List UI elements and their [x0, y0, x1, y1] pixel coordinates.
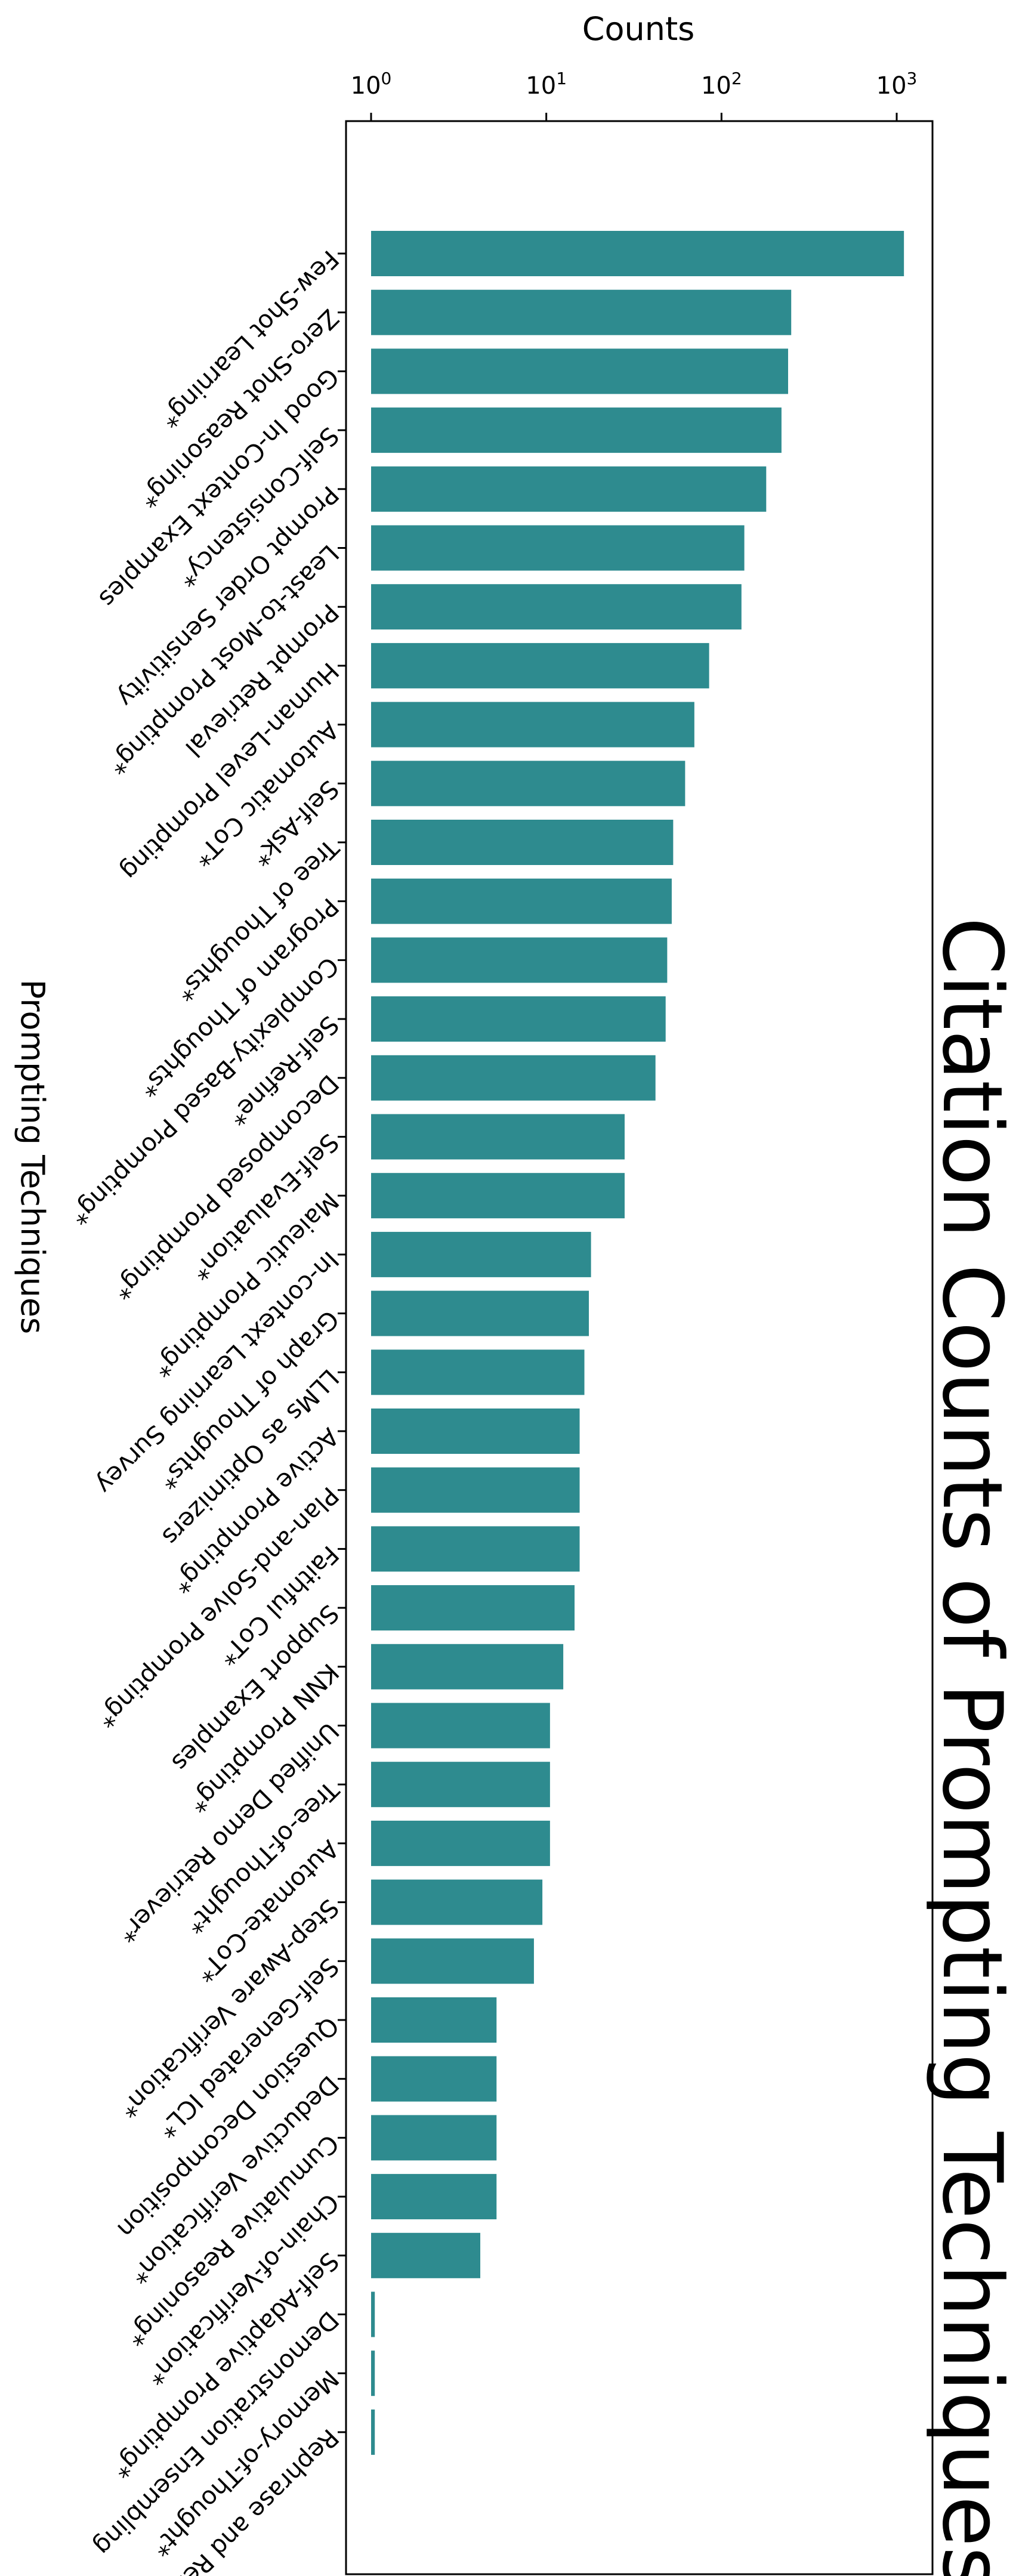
bar	[370, 289, 792, 335]
bar	[371, 1055, 656, 1101]
bar	[371, 996, 666, 1042]
bar	[370, 1997, 497, 2043]
count-tick-label: 103	[876, 69, 918, 100]
bar	[371, 1644, 564, 1689]
bar	[371, 584, 742, 630]
bar	[371, 878, 672, 924]
bar	[370, 2056, 497, 2102]
count-tick-label: 101	[526, 69, 567, 100]
count-tick-label: 100	[351, 69, 392, 100]
bar	[370, 1114, 625, 1160]
bar	[370, 2232, 481, 2278]
bar	[370, 1173, 625, 1219]
bar	[370, 1938, 534, 1984]
bar	[371, 1820, 550, 1866]
bar	[371, 2409, 375, 2455]
bar	[371, 1762, 550, 1808]
bar	[370, 2174, 497, 2220]
bar	[371, 2350, 375, 2396]
bar	[371, 466, 767, 512]
chart-title: Citation Counts of Prompting Techniques	[924, 917, 1019, 2576]
bar	[371, 2291, 375, 2337]
bar	[371, 1467, 580, 1513]
bar	[371, 231, 904, 276]
bar	[371, 1703, 550, 1749]
bar	[370, 525, 745, 571]
bar	[370, 1349, 585, 1395]
bar	[370, 2115, 497, 2161]
y-axis-label: Prompting Techniques	[14, 980, 51, 1334]
bar	[371, 937, 668, 983]
bar	[370, 1290, 589, 1336]
x-axis-label: Counts	[582, 10, 695, 48]
bar	[371, 1409, 580, 1454]
bar	[371, 1526, 580, 1572]
bar	[370, 702, 694, 748]
count-tick-label: 102	[701, 69, 742, 100]
bar	[371, 348, 788, 394]
plot-frame	[345, 120, 934, 2575]
bar	[371, 1231, 591, 1277]
bar	[371, 820, 674, 865]
bar	[371, 1879, 543, 1925]
bar	[371, 643, 709, 688]
bar	[370, 407, 782, 453]
category-label: Demonstration Ensembling	[89, 2306, 345, 2562]
bar	[370, 761, 685, 807]
bar	[370, 1585, 575, 1631]
